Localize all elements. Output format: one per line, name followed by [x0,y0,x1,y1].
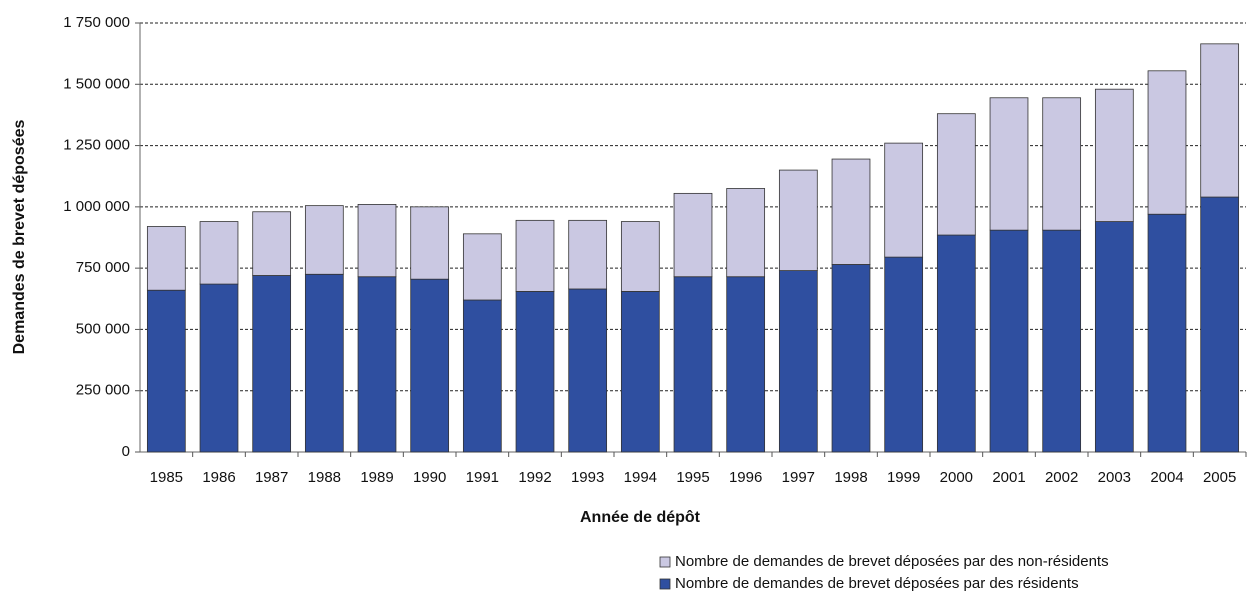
bar-segment [1042,97,1082,231]
bar-segment [989,229,1029,453]
bar-segment [936,113,976,236]
x-tick-label: 1986 [202,469,235,486]
legend-label: Nombre de demandes de brevet déposées pa… [675,575,1079,592]
bar-segment [568,219,608,290]
y-axis-label: Demandes de brevet déposées [11,120,28,355]
bar-segment [1147,213,1187,453]
bar-segment [936,234,976,453]
y-tick-label: 500 000 [76,320,130,337]
x-tick-label: 2004 [1150,469,1183,486]
bar-segment [252,211,292,276]
bar-segment [357,276,397,453]
bar-segment [357,204,397,278]
bar-segment [199,221,239,285]
x-tick-label: 1985 [150,469,183,486]
x-tick-label: 1988 [308,469,341,486]
bar-segment [1042,229,1082,453]
bar-segment [673,192,713,278]
x-tick-label: 2003 [1098,469,1131,486]
bar-segment [252,275,292,453]
x-tick-label: 2001 [992,469,1025,486]
x-tick-label: 1996 [729,469,762,486]
bar-segment [726,276,766,453]
y-tick-label: 1 000 000 [63,198,130,215]
x-tick-label: 1994 [624,469,657,486]
x-tick-label: 1990 [413,469,446,486]
x-tick-label: 2005 [1203,469,1236,486]
bar-segment [199,283,239,453]
bar-segment [1200,196,1240,453]
bar-segment [726,188,766,278]
y-tick-label: 250 000 [76,382,130,399]
bar-segment [884,142,924,258]
bar-segment [462,299,502,453]
bar-segment [831,158,871,265]
bar-segment [1200,43,1240,198]
x-tick-label: 2000 [940,469,973,486]
bar-segment [884,256,924,453]
bar-segment [831,264,871,453]
y-tick-label: 1 500 000 [63,75,130,92]
bar-segment [410,278,450,453]
bar-segment [462,233,502,301]
bar-segment [146,289,186,453]
x-tick-label: 1989 [360,469,393,486]
bar-segment [778,270,818,453]
bar-segment [620,291,660,453]
bar-segment [620,221,660,292]
bar-segment [1147,70,1187,215]
y-tick-label: 0 [122,443,130,460]
bar-segment [304,205,344,275]
x-tick-label: 1991 [466,469,499,486]
x-tick-label: 2002 [1045,469,1078,486]
y-tick-label: 1 750 000 [63,14,130,31]
bar-segment [515,219,555,292]
x-tick-label: 1998 [834,469,867,486]
bar-segment [410,206,450,280]
bar-segment [146,226,186,291]
x-tick-label: 1987 [255,469,288,486]
legend-label: Nombre de demandes de brevet déposées pa… [675,553,1109,570]
bar-segment [515,291,555,453]
bar-segment [1094,221,1134,453]
x-tick-label: 1997 [782,469,815,486]
bar-segment [989,97,1029,231]
bar-segment [778,169,818,271]
legend-swatch [659,578,671,590]
legend-swatch [659,556,671,568]
x-tick-label: 1995 [676,469,709,486]
x-axis-label: Année de dépôt [580,509,701,526]
bar-segment [1094,88,1134,222]
y-tick-label: 750 000 [76,259,130,276]
y-tick-label: 1 250 000 [63,137,130,154]
bar-segment [673,276,713,453]
bar-segment [304,273,344,453]
x-tick-label: 1999 [887,469,920,486]
bar-segment [568,288,608,453]
x-tick-label: 1992 [518,469,551,486]
x-tick-label: 1993 [571,469,604,486]
